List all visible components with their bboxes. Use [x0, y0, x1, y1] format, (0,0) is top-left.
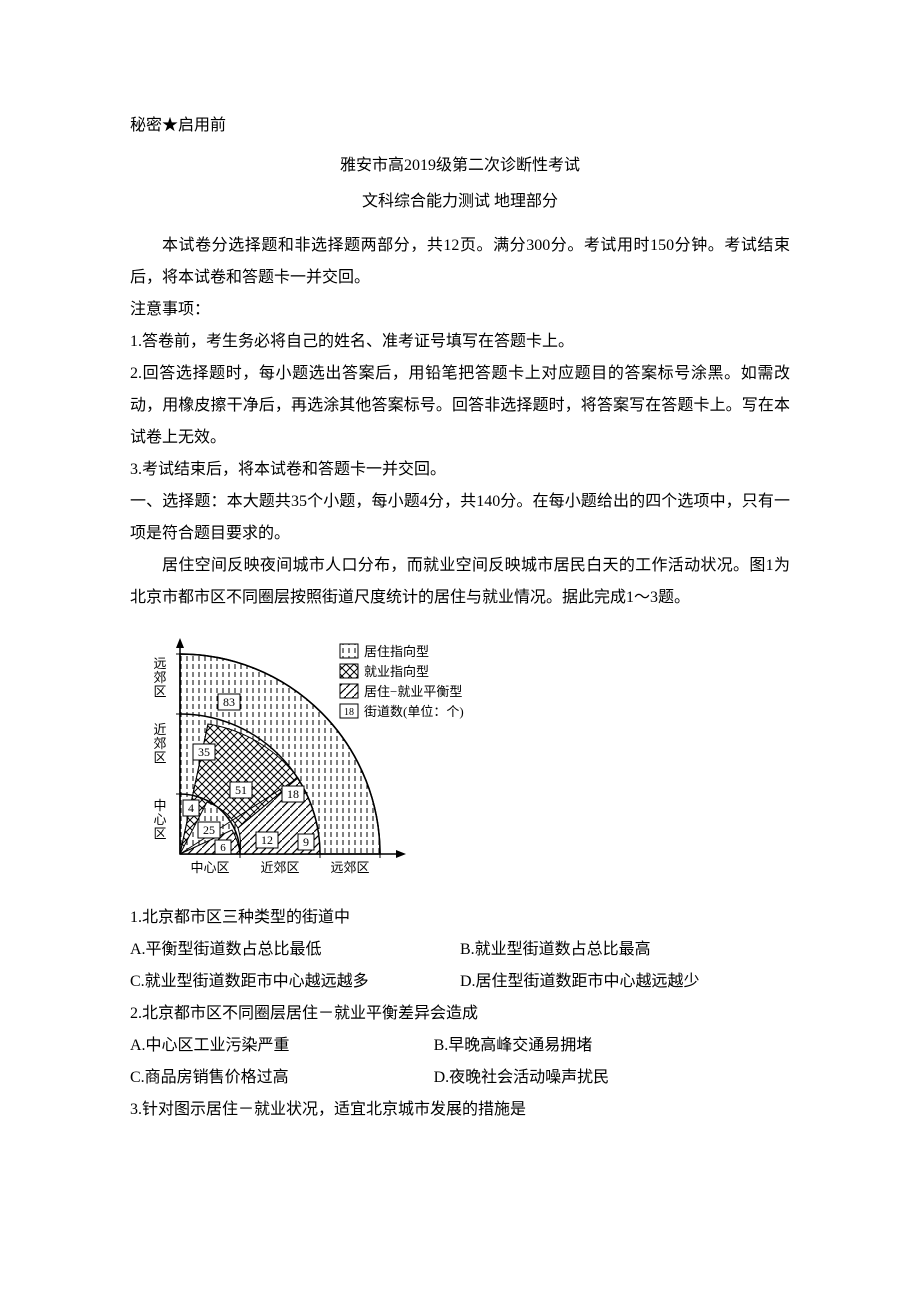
q2-stem: 2.北京都市区不同圈层居住－就业平衡差异会造成	[130, 998, 790, 1030]
svg-text:区: 区	[153, 684, 166, 699]
y-label-mid: 近	[153, 722, 166, 737]
svg-text:区: 区	[153, 826, 166, 841]
x-label-outer: 远郊区	[330, 860, 369, 875]
q1-option-d: D.居住型街道数距市中心越远越少	[460, 966, 790, 998]
q1-option-a: A.平衡型街道数占总比最低	[130, 934, 460, 966]
x-label-mid: 近郊区	[260, 860, 299, 875]
svg-text:18: 18	[344, 707, 354, 718]
legend-label-count: 街道数(单位：个)	[364, 704, 464, 719]
svg-text:郊: 郊	[153, 670, 166, 685]
value-25: 25	[198, 822, 220, 838]
svg-text:25: 25	[203, 823, 215, 837]
notice-2: 2.回答选择题时，每小题选出答案后，用铅笔把答题卡上对应题目的答案标号涂黑。如需…	[130, 358, 790, 454]
svg-text:郊: 郊	[153, 736, 166, 751]
q2-option-b: B.早晚高峰交通易拥堵	[434, 1030, 790, 1062]
svg-text:4: 4	[188, 801, 194, 815]
q2-option-c: C.商品房销售价格过高	[130, 1062, 434, 1094]
svg-text:6: 6	[220, 842, 226, 854]
exam-subtitle: 文科综合能力测试 地理部分	[130, 186, 790, 218]
q1-options-row2: C.就业型街道数距市中心越远越多 D.居住型街道数距市中心越远越少	[130, 966, 790, 998]
q2-option-a: A.中心区工业污染严重	[130, 1030, 434, 1062]
svg-text:83: 83	[223, 695, 235, 709]
legend: 居住指向型 就业指向型 居住−就业平衡型 18 街道数(单位：个)	[340, 644, 464, 719]
q2-options-row1: A.中心区工业污染严重 B.早晚高峰交通易拥堵	[130, 1030, 790, 1062]
value-18: 18	[282, 786, 304, 802]
value-12: 12	[256, 832, 278, 848]
svg-text:9: 9	[303, 835, 309, 849]
value-6: 6	[215, 840, 231, 854]
x-label-inner: 中心区	[190, 860, 229, 875]
exam-title: 雅安市高2019级第二次诊断性考试	[130, 150, 790, 182]
q1-option-b: B.就业型街道数占总比最高	[460, 934, 790, 966]
value-51: 51	[230, 782, 252, 798]
svg-text:12: 12	[261, 833, 273, 847]
q1-options-row1: A.平衡型街道数占总比最低 B.就业型街道数占总比最高	[130, 934, 790, 966]
svg-text:区: 区	[153, 750, 166, 765]
section-1-heading: 一、选择题：本大题共35个小题，每小题4分，共140分。在每小题给出的四个选项中…	[130, 486, 790, 550]
chart-svg: 远 郊 区 近 郊 区 中 心 区 中心区 近郊区 远郊区 83 35 4 51…	[130, 624, 490, 884]
legend-label-balanced: 居住−就业平衡型	[364, 684, 462, 699]
q2-option-d: D.夜晚社会活动噪声扰民	[434, 1062, 790, 1094]
intro-paragraph: 本试卷分选择题和非选择题两部分，共12页。满分300分。考试用时150分钟。考试…	[130, 230, 790, 294]
legend-swatch-residential	[340, 644, 358, 658]
svg-text:18: 18	[287, 787, 299, 801]
value-35: 35	[193, 744, 215, 760]
passage-1: 居住空间反映夜间城市人口分布，而就业空间反映城市居民白天的工作活动状况。图1为北…	[130, 550, 790, 614]
notice-label: 注意事项：	[130, 294, 790, 326]
svg-text:35: 35	[198, 745, 210, 759]
notice-1: 1.答卷前，考生务必将自己的姓名、准考证号填写在答题卡上。	[130, 326, 790, 358]
notice-3: 3.考试结束后，将本试卷和答题卡一并交回。	[130, 454, 790, 486]
figure-1: 远 郊 区 近 郊 区 中 心 区 中心区 近郊区 远郊区 83 35 4 51…	[130, 624, 790, 896]
legend-label-residential: 居住指向型	[364, 644, 429, 659]
confidential-mark: 秘密★启用前	[130, 110, 790, 142]
q3-stem: 3.针对图示居住－就业状况，适宜北京城市发展的措施是	[130, 1094, 790, 1126]
legend-swatch-balanced	[340, 684, 358, 698]
y-label-outer: 远	[153, 656, 166, 671]
svg-text:51: 51	[235, 783, 247, 797]
svg-text:心: 心	[153, 812, 166, 827]
q1-stem: 1.北京都市区三种类型的街道中	[130, 902, 790, 934]
value-9: 9	[298, 834, 314, 850]
y-label-inner: 中	[153, 798, 166, 813]
q2-options-row2: C.商品房销售价格过高 D.夜晚社会活动噪声扰民	[130, 1062, 790, 1094]
value-83: 83	[218, 694, 240, 710]
legend-label-employment: 就业指向型	[364, 664, 429, 679]
q1-option-c: C.就业型街道数距市中心越远越多	[130, 966, 460, 998]
value-4: 4	[183, 800, 199, 816]
legend-swatch-employment	[340, 664, 358, 678]
